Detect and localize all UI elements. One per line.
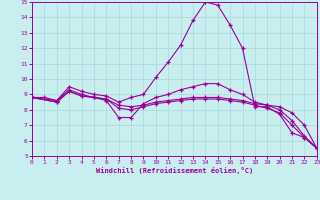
X-axis label: Windchill (Refroidissement éolien,°C): Windchill (Refroidissement éolien,°C) — [96, 167, 253, 174]
